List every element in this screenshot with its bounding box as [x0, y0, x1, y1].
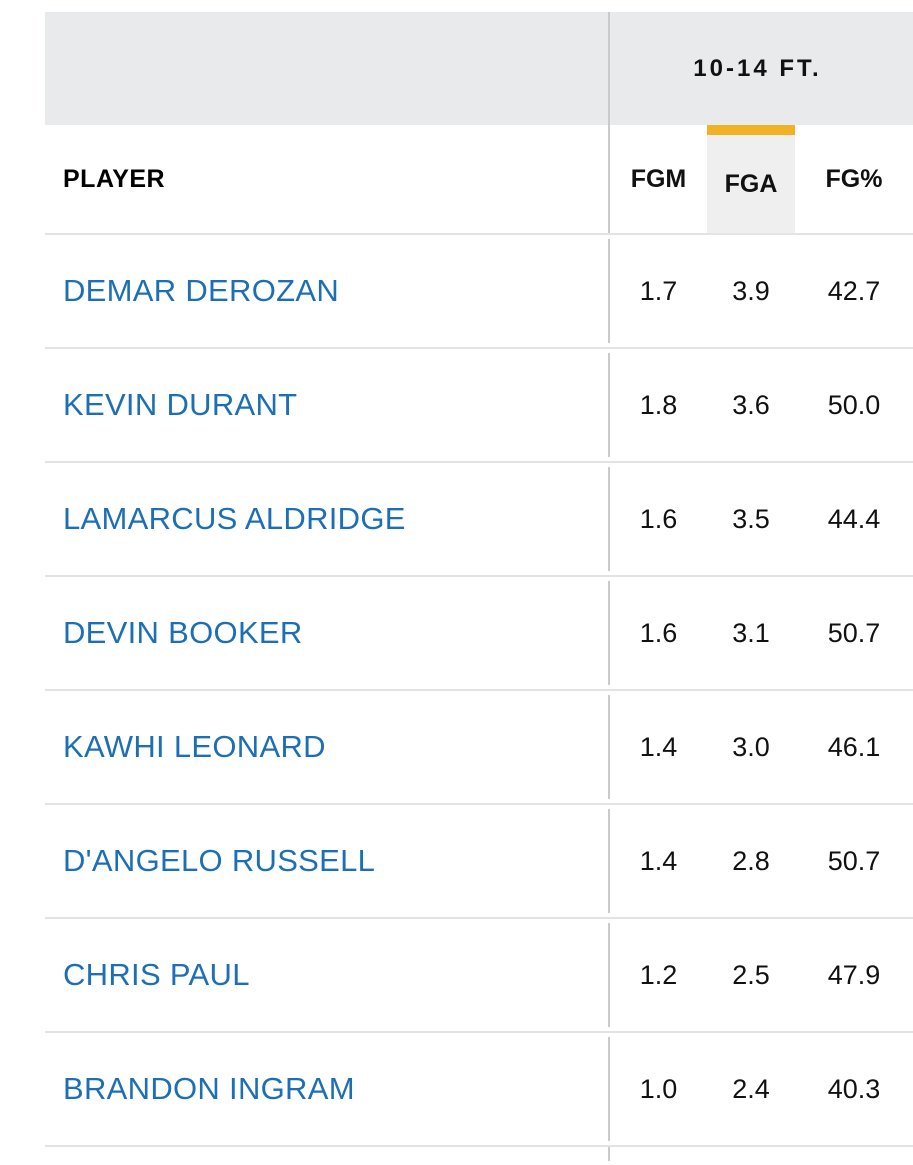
stat-column-headers: FGM FGA FG%	[608, 125, 913, 233]
stat-cells: 1.2 2.5 47.9	[608, 923, 913, 1027]
group-header-spacer	[45, 12, 608, 125]
fga-value: 3.9	[732, 275, 770, 306]
distance-group-header: 10-14 FT.	[608, 12, 913, 125]
fgm-value: 1.0	[639, 1073, 678, 1104]
table-row: KEVIN DURANT 1.8 3.6 50.0	[45, 349, 913, 463]
stat-cells: 1.6 3.1 50.7	[608, 581, 913, 685]
player-name-link[interactable]: CHRIS PAUL	[63, 957, 250, 992]
fgm-value: 1.6	[639, 617, 678, 648]
fgm-value: 1.8	[639, 389, 678, 420]
fgm-value: 1.4	[639, 845, 678, 876]
partial-player-cell	[45, 1147, 608, 1161]
fgm-value: 1.4	[639, 731, 678, 762]
stat-cells: 1.0 2.4 40.3	[608, 1037, 913, 1141]
fg-pct-value: 50.7	[827, 617, 881, 648]
player-name-link[interactable]: KAWHI LEONARD	[63, 729, 326, 764]
fga-value: 3.1	[732, 617, 770, 648]
player-name-link[interactable]: DEVIN BOOKER	[63, 615, 303, 650]
fgm-value: 1.7	[639, 275, 678, 306]
fg-pct-value: 50.0	[827, 389, 881, 420]
table-row: BRANDON INGRAM 1.0 2.4 40.3	[45, 1033, 913, 1147]
shooting-stats-table: 10-14 FT. PLAYER FGM FGA FG% DEMAR DEROZ…	[45, 12, 913, 1161]
player-cell: DEVIN BOOKER	[45, 577, 608, 689]
player-name-link[interactable]: KEVIN DURANT	[63, 387, 298, 422]
fg-pct-column-label: FG%	[825, 164, 883, 193]
distance-group-title: 10-14 FT.	[693, 55, 822, 82]
fg-pct-value: 42.7	[827, 275, 881, 306]
player-cell: D'ANGELO RUSSELL	[45, 805, 608, 917]
fga-value: 3.5	[732, 503, 770, 534]
fgm-column-label: FGM	[630, 164, 687, 193]
player-name-link[interactable]: LAMARCUS ALDRIDGE	[63, 501, 406, 536]
fg-pct-value: 50.7	[827, 845, 881, 876]
table-row: DEMAR DEROZAN 1.7 3.9 42.7	[45, 235, 913, 349]
table-row: KAWHI LEONARD 1.4 3.0 46.1	[45, 691, 913, 805]
fga-value: 3.6	[732, 389, 770, 420]
table-row: LAMARCUS ALDRIDGE 1.6 3.5 44.4	[45, 463, 913, 577]
fga-column-label: FGA	[724, 169, 778, 198]
player-name-link[interactable]: D'ANGELO RUSSELL	[63, 843, 376, 878]
fgm-column-header[interactable]: FGM	[610, 125, 707, 233]
player-name-link[interactable]: DEMAR DEROZAN	[63, 273, 340, 308]
fga-value: 2.4	[732, 1073, 770, 1104]
table-row: D'ANGELO RUSSELL 1.4 2.8 50.7	[45, 805, 913, 919]
fga-value: 3.0	[732, 731, 770, 762]
fg-pct-value: 47.9	[827, 959, 881, 990]
fg-pct-column-header[interactable]: FG%	[795, 125, 913, 233]
player-cell: BRANDON INGRAM	[45, 1033, 608, 1145]
column-group-header-row: 10-14 FT.	[45, 12, 913, 125]
fg-pct-value: 44.4	[827, 503, 881, 534]
player-cell: KEVIN DURANT	[45, 349, 608, 461]
column-header-row: PLAYER FGM FGA FG%	[45, 125, 913, 235]
fg-pct-value: 46.1	[827, 731, 881, 762]
player-column-label: PLAYER	[63, 164, 166, 193]
fga-value: 2.8	[732, 845, 770, 876]
fga-column-header-sorted[interactable]: FGA	[707, 125, 795, 233]
partial-next-row	[45, 1147, 913, 1161]
fga-value: 2.5	[732, 959, 770, 990]
stat-cells: 1.6 3.5 44.4	[608, 467, 913, 571]
player-cell: KAWHI LEONARD	[45, 691, 608, 803]
player-cell: CHRIS PAUL	[45, 919, 608, 1031]
fg-pct-value: 40.3	[827, 1073, 881, 1104]
stat-cells: 1.4 2.8 50.7	[608, 809, 913, 913]
partial-stat-cells	[608, 1147, 913, 1161]
table-row: DEVIN BOOKER 1.6 3.1 50.7	[45, 577, 913, 691]
stat-cells: 1.7 3.9 42.7	[608, 239, 913, 343]
table-row: CHRIS PAUL 1.2 2.5 47.9	[45, 919, 913, 1033]
stat-cells: 1.8 3.6 50.0	[608, 353, 913, 457]
player-cell: LAMARCUS ALDRIDGE	[45, 463, 608, 575]
player-cell: DEMAR DEROZAN	[45, 235, 608, 347]
player-name-link[interactable]: BRANDON INGRAM	[63, 1071, 355, 1106]
player-column-header[interactable]: PLAYER	[45, 125, 608, 233]
fgm-value: 1.6	[639, 503, 678, 534]
stat-cells: 1.4 3.0 46.1	[608, 695, 913, 799]
fgm-value: 1.2	[639, 959, 678, 990]
